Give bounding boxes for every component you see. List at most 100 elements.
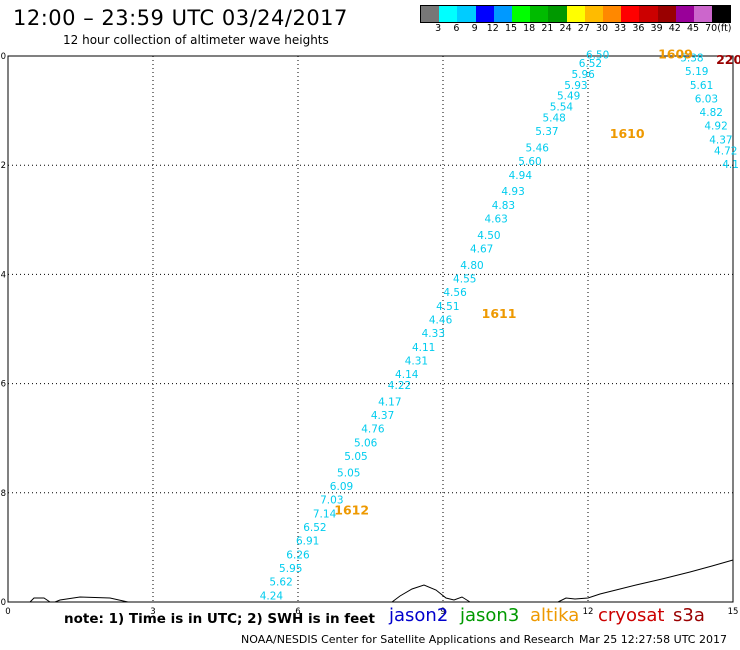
color-scale-tick-label: 42 xyxy=(668,23,681,34)
satellite-legend-s3a: s3a xyxy=(673,605,705,626)
wave-height-point: 5.49 xyxy=(557,91,580,103)
color-swatch xyxy=(639,6,659,22)
wave-height-point: 4.83 xyxy=(492,200,515,212)
wave-height-point: 4.63 xyxy=(484,214,507,226)
color-scale-tick-label: 33 xyxy=(614,23,627,34)
chart-title: 12:00 – 23:59 UTC 03/24/2017 xyxy=(13,6,348,30)
footer-note: note: 1) Time is in UTC; 2) SWH is in fe… xyxy=(64,611,375,627)
color-scale-unit: (ft) xyxy=(717,23,732,34)
wave-height-point: 5.38 xyxy=(680,52,703,64)
wave-height-point: 6.09 xyxy=(330,481,353,493)
y-tick-label: -62 xyxy=(0,161,6,171)
pass-time-annotation: 2206 xyxy=(716,52,740,67)
y-tick-label: -66 xyxy=(0,380,6,390)
wave-height-point: 5.95 xyxy=(279,563,302,575)
wave-height-point: 4.67 xyxy=(470,244,493,256)
generation-timestamp: Mar 25 12:27:58 UTC 2017 xyxy=(579,633,727,646)
wave-height-point: 6.26 xyxy=(286,549,310,561)
y-tick-label: -64 xyxy=(0,270,6,280)
color-scale-tick-label: 18 xyxy=(523,23,536,34)
color-swatch xyxy=(621,6,640,22)
color-swatch xyxy=(548,6,568,22)
color-swatch xyxy=(584,6,604,22)
x-tick-label: 3 xyxy=(150,607,155,617)
wave-height-point: 4.56 xyxy=(443,287,467,299)
color-swatch xyxy=(675,6,695,22)
color-scale-tick-label: 9 xyxy=(471,23,478,34)
wave-height-point: 4.33 xyxy=(422,328,445,340)
color-swatch xyxy=(712,6,731,22)
wave-height-point: 5.19 xyxy=(685,66,708,78)
wave-height-point: 4.14 xyxy=(395,369,419,381)
wave-height-point: 4.22 xyxy=(388,380,411,392)
color-scale-tick-label: 36 xyxy=(632,23,645,34)
wave-height-point: 5.37 xyxy=(535,126,558,138)
chart-subtitle: 12 hour collection of altimeter wave hei… xyxy=(63,33,329,47)
color-scale-tick-label: 15 xyxy=(504,23,518,34)
y-tick-label: -68 xyxy=(0,489,6,499)
y-tick-label: -60 xyxy=(0,52,6,62)
pass-time-annotation: 1612 xyxy=(334,503,369,518)
pass-time-annotation: 1609 xyxy=(658,47,693,62)
wave-height-point: 6.52 xyxy=(303,522,326,534)
wave-height-point: 5.93 xyxy=(564,80,587,92)
wave-height-point: 5.96 xyxy=(571,69,595,81)
wave-height-point: 4.51 xyxy=(436,301,459,313)
color-scale-tick-label: 12 xyxy=(486,23,499,34)
wave-height-point: 7.03 xyxy=(320,495,343,507)
wave-height-point: 4.11 xyxy=(412,342,435,354)
pass-time-annotation: 1610 xyxy=(610,126,645,141)
wave-height-point: 5.48 xyxy=(542,113,565,125)
wave-height-point: 5.54 xyxy=(550,102,574,114)
x-tick-label: 0 xyxy=(5,607,10,617)
wave-height-point: 5.46 xyxy=(526,143,550,155)
wave-height-point: 4.76 xyxy=(361,424,385,436)
color-scale-tick-label: 70 xyxy=(705,23,718,34)
color-swatch xyxy=(493,6,513,22)
color-scale-tick-label: 45 xyxy=(686,23,700,34)
color-scale-tick-label: 30 xyxy=(595,23,609,34)
wave-height-point: 6.52 xyxy=(579,58,602,70)
wave-height-point: 5.60 xyxy=(518,156,541,168)
color-swatch xyxy=(530,6,549,22)
wave-height-point: 5.62 xyxy=(269,577,292,589)
wave-height-point: 4.93 xyxy=(501,186,524,198)
satellite-legend-jason2: jason2 xyxy=(389,605,449,626)
color-swatch xyxy=(603,6,622,22)
wave-height-point: 5.05 xyxy=(344,451,367,463)
color-swatch xyxy=(457,6,477,22)
y-tick-label: -70 xyxy=(0,598,6,608)
wave-height-point: 5.06 xyxy=(354,437,378,449)
pass-time-annotation: 1611 xyxy=(482,306,517,321)
wave-height-point: 4.94 xyxy=(509,170,533,182)
x-tick-label: 9 xyxy=(440,607,445,617)
wave-height-point: 6.50 xyxy=(586,50,609,62)
x-tick-label: 12 xyxy=(583,607,594,617)
color-scale-tick-label: 27 xyxy=(577,23,590,34)
credit-text: NOAA/NESDIS Center for Satellite Applica… xyxy=(241,633,575,646)
color-scale-tick-label: 21 xyxy=(541,23,554,34)
wave-height-point: 7.14 xyxy=(313,508,337,520)
color-scale-tick-label: 3 xyxy=(435,23,442,34)
satellite-legend-jason3: jason3 xyxy=(460,605,520,626)
wave-height-point: 4.72 xyxy=(714,145,737,157)
wave-height-point: 6.91 xyxy=(296,536,319,548)
wave-height-point: 4.1 xyxy=(722,159,739,171)
wave-height-point: 4.46 xyxy=(429,315,453,327)
x-tick-label: 15 xyxy=(728,607,739,617)
plot-frame xyxy=(7,55,734,603)
color-swatch xyxy=(657,6,677,22)
wave-height-point: 4.24 xyxy=(260,590,284,602)
wave-height-point: 4.50 xyxy=(477,230,500,242)
color-scale-tick-label: 39 xyxy=(650,23,663,34)
wave-height-point: 4.82 xyxy=(700,107,723,119)
color-swatch xyxy=(512,6,531,22)
color-swatch xyxy=(566,6,586,22)
wave-height-point: 5.61 xyxy=(690,80,713,92)
x-tick-label: 6 xyxy=(295,607,300,617)
color-scale-tick-label: 24 xyxy=(559,23,572,34)
color-swatch xyxy=(421,6,440,22)
wave-height-point: 4.37 xyxy=(371,410,394,422)
